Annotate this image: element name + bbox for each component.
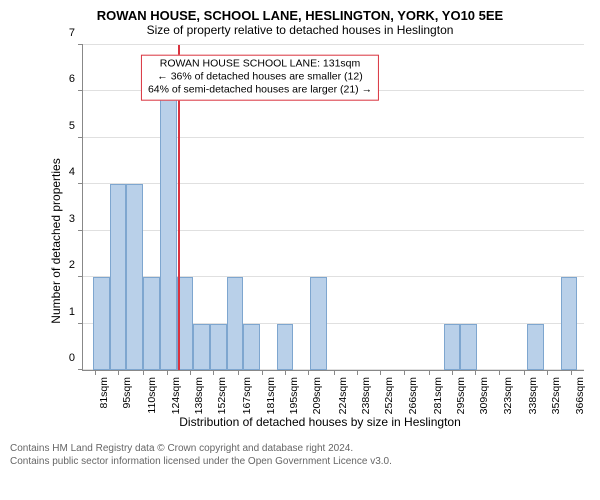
y-tick-label: 7 bbox=[69, 27, 75, 39]
bar bbox=[160, 91, 177, 370]
y-tick-label: 4 bbox=[69, 166, 75, 178]
y-tick bbox=[78, 323, 83, 324]
bar bbox=[227, 277, 244, 370]
x-tick bbox=[167, 370, 168, 375]
footer-line: Contains HM Land Registry data © Crown c… bbox=[10, 443, 590, 456]
x-tick-label: 195sqm bbox=[288, 377, 300, 414]
y-tick bbox=[78, 230, 83, 231]
x-tick bbox=[118, 370, 119, 375]
x-tick bbox=[380, 370, 381, 375]
y-tick-label: 5 bbox=[69, 120, 75, 132]
x-tick bbox=[357, 370, 358, 375]
x-tick-label: 295sqm bbox=[455, 377, 467, 414]
x-tick bbox=[475, 370, 476, 375]
x-tick-label: 238sqm bbox=[360, 377, 372, 414]
x-tick-label: 167sqm bbox=[241, 377, 253, 414]
x-tick bbox=[308, 370, 309, 375]
y-tick bbox=[78, 90, 83, 91]
bar bbox=[93, 277, 110, 370]
bar bbox=[110, 184, 127, 370]
bar bbox=[444, 324, 461, 370]
x-tick bbox=[334, 370, 335, 375]
x-tick-label: 209sqm bbox=[311, 377, 323, 414]
y-tick bbox=[78, 137, 83, 138]
bar bbox=[243, 324, 260, 370]
x-axis-label: Distribution of detached houses by size … bbox=[56, 415, 584, 429]
annotation-line: 64% of semi-detached houses are larger (… bbox=[148, 84, 372, 97]
y-axis-label: Number of detached properties bbox=[49, 158, 63, 323]
grid-line bbox=[83, 230, 584, 231]
bar bbox=[143, 277, 160, 370]
x-tick-label: 138sqm bbox=[193, 377, 205, 414]
x-tick-label: 366sqm bbox=[574, 377, 586, 414]
x-tick-label: 252sqm bbox=[383, 377, 395, 414]
y-tick-label: 6 bbox=[69, 73, 75, 85]
x-tick bbox=[429, 370, 430, 375]
x-tick bbox=[571, 370, 572, 375]
footer-line: Contains public sector information licen… bbox=[10, 456, 590, 469]
x-tick-label: 338sqm bbox=[527, 377, 539, 414]
bar bbox=[460, 324, 477, 370]
x-tick-label: 224sqm bbox=[337, 377, 349, 414]
x-tick bbox=[547, 370, 548, 375]
x-tick-label: 181sqm bbox=[265, 377, 277, 414]
x-tick bbox=[190, 370, 191, 375]
bar bbox=[310, 277, 327, 370]
grid-line bbox=[83, 137, 584, 138]
x-tick bbox=[213, 370, 214, 375]
chart-title: ROWAN HOUSE, SCHOOL LANE, HESLINGTON, YO… bbox=[10, 8, 590, 23]
footer-attribution: Contains HM Land Registry data © Crown c… bbox=[10, 443, 590, 468]
annotation-box: ROWAN HOUSE SCHOOL LANE: 131sqm← 36% of … bbox=[141, 55, 379, 100]
x-tick bbox=[262, 370, 263, 375]
y-tick-label: 0 bbox=[69, 352, 75, 364]
x-tick-label: 152sqm bbox=[216, 377, 228, 414]
bar bbox=[561, 277, 578, 370]
x-tick-label: 281sqm bbox=[432, 377, 444, 414]
x-tick-label: 323sqm bbox=[502, 377, 514, 414]
grid-line bbox=[83, 44, 584, 45]
bar bbox=[210, 324, 227, 370]
y-tick bbox=[78, 369, 83, 370]
annotation-line: ROWAN HOUSE SCHOOL LANE: 131sqm bbox=[148, 58, 372, 71]
x-tick bbox=[238, 370, 239, 375]
bar bbox=[277, 324, 294, 370]
x-tick-label: 81sqm bbox=[98, 377, 110, 409]
x-tick bbox=[452, 370, 453, 375]
x-tick bbox=[285, 370, 286, 375]
y-tick-label: 3 bbox=[69, 213, 75, 225]
x-tick-label: 124sqm bbox=[170, 377, 182, 414]
y-tick-label: 1 bbox=[69, 306, 75, 318]
bar bbox=[126, 184, 143, 370]
x-tick-label: 309sqm bbox=[478, 377, 490, 414]
x-tick bbox=[499, 370, 500, 375]
x-tick bbox=[143, 370, 144, 375]
y-tick-label: 2 bbox=[69, 259, 75, 271]
y-tick bbox=[78, 44, 83, 45]
x-tick-label: 266sqm bbox=[407, 377, 419, 414]
bar bbox=[193, 324, 210, 370]
y-tick bbox=[78, 183, 83, 184]
x-tick-label: 352sqm bbox=[550, 377, 562, 414]
x-tick-label: 110sqm bbox=[146, 377, 158, 414]
annotation-line: ← 36% of detached houses are smaller (12… bbox=[148, 71, 372, 84]
x-tick bbox=[524, 370, 525, 375]
plot-area: 0123456781sqm95sqm110sqm124sqm138sqm152s… bbox=[82, 45, 584, 371]
x-tick-label: 95sqm bbox=[121, 377, 133, 409]
y-tick bbox=[78, 276, 83, 277]
bar bbox=[527, 324, 544, 370]
chart-area: Number of detached properties 0123456781… bbox=[56, 41, 584, 441]
chart-subtitle: Size of property relative to detached ho… bbox=[10, 23, 590, 37]
grid-line bbox=[83, 183, 584, 184]
x-tick bbox=[404, 370, 405, 375]
x-tick bbox=[95, 370, 96, 375]
